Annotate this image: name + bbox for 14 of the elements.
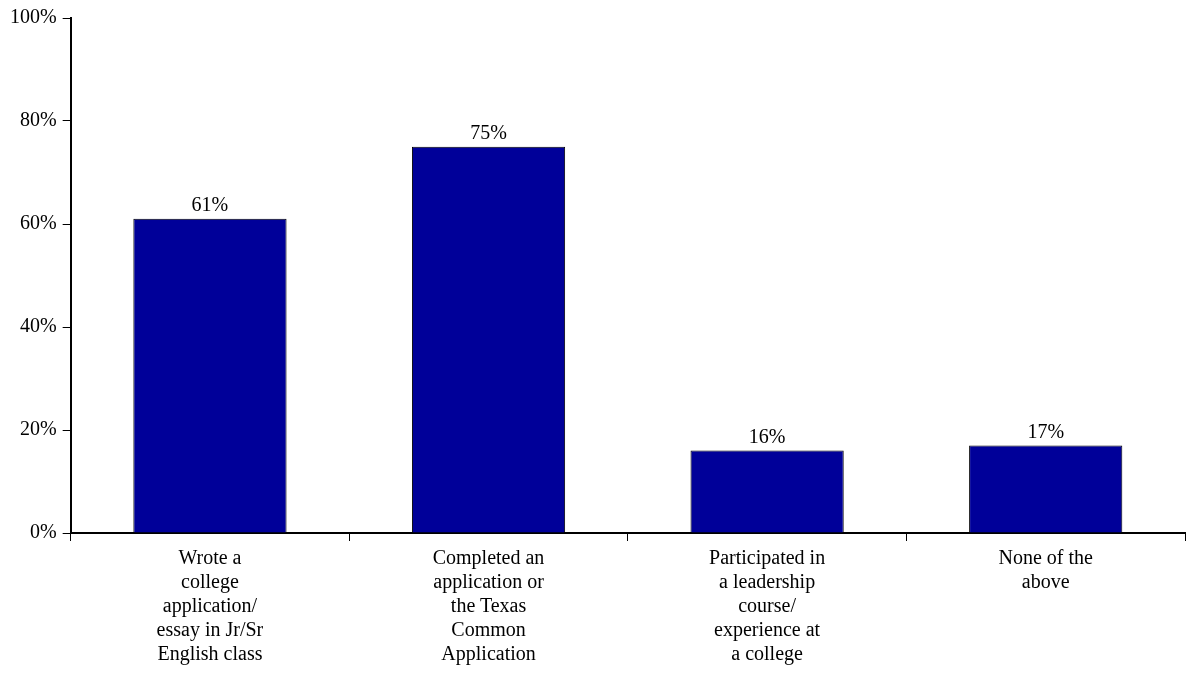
y-tick-label: 80% [19,108,57,131]
data-label: 16% [748,424,786,447]
data-label: 75% [470,121,507,143]
y-tick-label: 20% [19,417,57,440]
x-tick-label: Wrote a college application/ essay in Jr/Sr English class [156,546,264,666]
x-tick-label: None of the above [998,546,1094,593]
y-tick-label: 40% [19,314,57,337]
data-label: 17% [1027,419,1065,442]
y-tick-label: 0% [29,520,57,543]
data-label: 61% [191,193,229,216]
y-tick-label: 100% [9,5,57,28]
y-tick-label: 60% [19,211,57,234]
x-tick-label: Completed an application or the Texas Common Application [432,546,545,666]
x-tick-label: Participated in a leadership course/ experience at a college [709,546,826,666]
